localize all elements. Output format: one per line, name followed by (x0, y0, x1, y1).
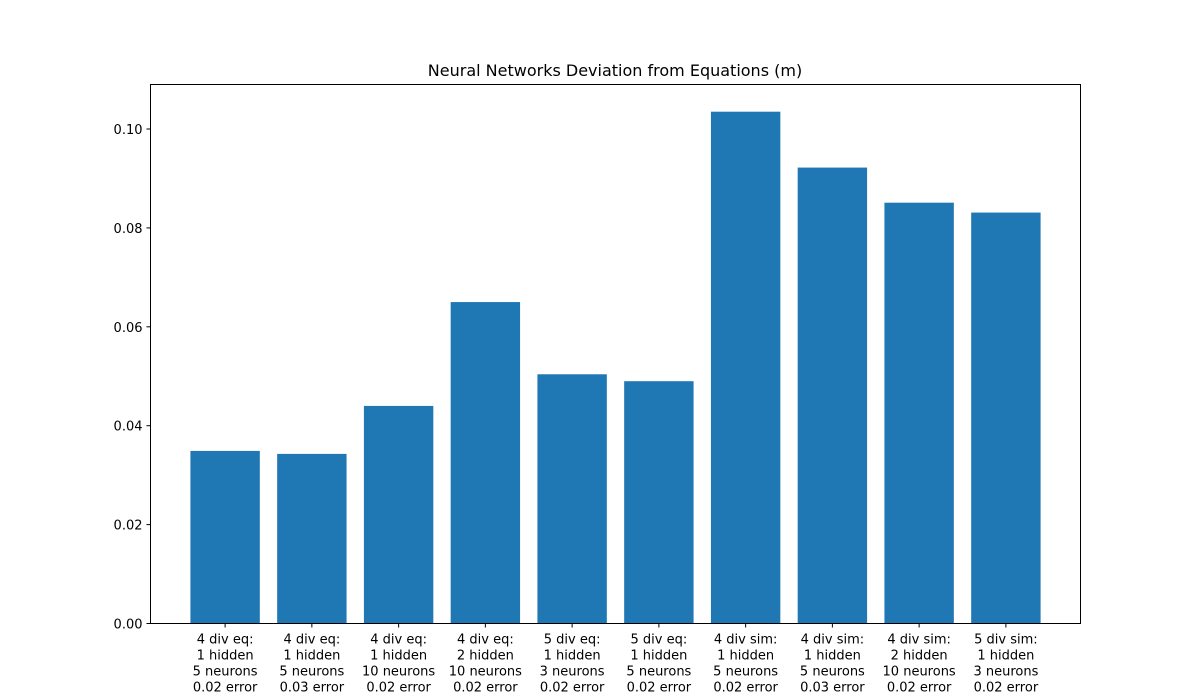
x-tick-label: 5 div eq: 1 hidden 5 neurons 0.02 error (626, 633, 691, 696)
x-tick-label: 4 div eq: 1 hidden 5 neurons 0.03 error (279, 633, 344, 696)
y-tick-label: 0.08 (114, 222, 143, 237)
chart-title: Neural Networks Deviation from Equations… (428, 61, 802, 80)
x-tick-label: 4 div eq: 1 hidden 10 neurons 0.02 error (362, 633, 435, 696)
x-tick-label-line: 5 neurons (279, 665, 344, 680)
x-tick-label-line: 4 div eq: (370, 633, 427, 648)
x-tick-label: 4 div eq: 1 hidden 5 neurons 0.02 error (193, 633, 258, 696)
x-tick-label-line: 5 neurons (800, 665, 865, 680)
x-tick-label: 4 div sim: 1 hidden 5 neurons 0.02 error (713, 633, 778, 696)
x-tick-label-line: 0.02 error (540, 681, 605, 696)
x-tick-label-line: 5 neurons (713, 665, 778, 680)
x-tick-label-line: 10 neurons (449, 665, 522, 680)
x-tick-label: 4 div sim: 1 hidden 5 neurons 0.03 error (800, 633, 865, 696)
x-tick-label-line: 4 div eq: (283, 633, 340, 648)
y-tick-label: 0.06 (114, 321, 143, 336)
x-tick-label-line: 1 hidden (630, 649, 687, 664)
plot-frame (150, 84, 1081, 624)
x-tick-label-line: 0.02 error (366, 681, 431, 696)
x-tick-label-line: 0.02 error (193, 681, 258, 696)
bar (797, 167, 868, 624)
x-tick-label: 5 div eq: 1 hidden 3 neurons 0.02 error (540, 633, 605, 696)
x-tick-label-line: 5 neurons (626, 665, 691, 680)
bar (450, 302, 521, 624)
x-tick-label-line: 0.02 error (887, 681, 952, 696)
bar (884, 202, 954, 624)
x-tick-label-line: 5 div eq: (544, 633, 601, 648)
bar (190, 450, 260, 624)
x-tick-label-line: 3 neurons (973, 665, 1038, 680)
x-tick-label-line: 0.03 error (800, 681, 865, 696)
x-tick-label-line: 10 neurons (362, 665, 435, 680)
x-tick-label-line: 0.02 error (713, 681, 778, 696)
bars-group (190, 111, 1041, 624)
x-tick-label-line: 4 div sim: (714, 633, 778, 648)
x-tick-label-line: 1 hidden (544, 649, 601, 664)
x-tick-label-line: 0.02 error (974, 681, 1039, 696)
y-axis: 0.00 0.02 0.04 0.06 0.08 0.10 (114, 123, 151, 633)
x-tick-label-line: 4 div sim: (887, 633, 951, 648)
y-tick-label: 0.02 (114, 519, 143, 534)
x-tick-label-line: 3 neurons (540, 665, 605, 680)
bar (363, 405, 434, 624)
x-tick-label-line: 1 hidden (804, 649, 861, 664)
x-tick-label-line: 0.03 error (280, 681, 345, 696)
bar (537, 374, 607, 624)
x-tick-label-line: 0.02 error (627, 681, 692, 696)
x-tick-label-line: 4 div sim: (801, 633, 865, 648)
x-tick-label: 5 div sim: 1 hidden 3 neurons 0.02 error (973, 633, 1038, 696)
y-tick-label: 0.00 (114, 618, 143, 633)
x-tick-label-line: 0.02 error (453, 681, 518, 696)
x-tick-label-line: 4 div eq: (457, 633, 514, 648)
x-tick-label-line: 5 div eq: (631, 633, 688, 648)
x-tick-label-line: 2 hidden (457, 649, 514, 664)
x-tick-label-line: 1 hidden (283, 649, 340, 664)
x-tick-label: 4 div eq: 2 hidden 10 neurons 0.02 error (449, 633, 522, 696)
bar (624, 381, 694, 624)
x-tick-label-line: 1 hidden (197, 649, 254, 664)
x-tick-label-line: 10 neurons (883, 665, 956, 680)
x-tick-label-line: 1 hidden (717, 649, 774, 664)
x-tick-label-line: 5 div sim: (974, 633, 1038, 648)
bar (971, 212, 1041, 624)
x-tick-label-line: 1 hidden (370, 649, 427, 664)
y-tick-label: 0.10 (114, 123, 143, 138)
x-tick-label-line: 2 hidden (891, 649, 948, 664)
x-tick-label: 4 div sim: 2 hidden 10 neurons 0.02 error (883, 633, 956, 696)
x-tick-label-line: 4 div eq: (197, 633, 254, 648)
x-tick-label-line: 5 neurons (193, 665, 258, 680)
y-tick-label: 0.04 (114, 420, 143, 435)
bar (710, 111, 781, 624)
x-tick-label-line: 1 hidden (977, 649, 1034, 664)
bar (277, 453, 347, 624)
